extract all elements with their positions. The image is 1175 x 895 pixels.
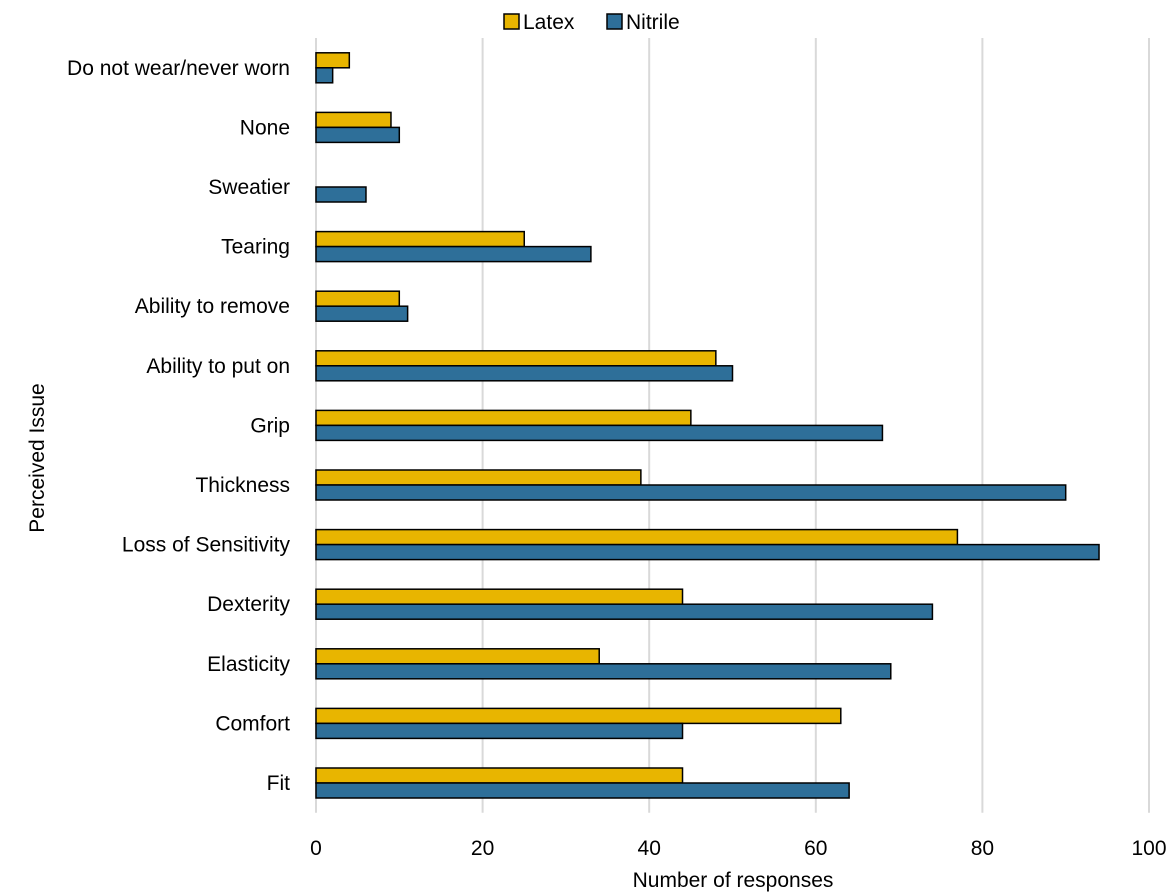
bar-latex [315, 350, 717, 367]
x-tick-label: 0 [310, 837, 322, 860]
category-label: Elasticity [207, 653, 290, 676]
category-label: None [240, 116, 290, 139]
category-label: Ability to remove [135, 295, 290, 318]
bar-nitrile [315, 424, 884, 442]
x-tick-labels: 0 20 40 60 80 100 [310, 837, 1166, 860]
bar-latex [315, 588, 684, 605]
bar-latex [315, 52, 351, 69]
y-axis-title: Perceived Issue [26, 383, 49, 532]
bar-nitrile [315, 67, 334, 84]
category-label: Comfort [215, 712, 290, 735]
legend-label-nitrile: Nitrile [626, 11, 680, 34]
category-labels: Do not wear/never worn None Sweatier Tearin… [67, 57, 290, 795]
bar-nitrile [315, 663, 892, 680]
bar-nitrile [315, 484, 1067, 501]
legend-swatch-latex [503, 13, 520, 30]
bar-latex [315, 469, 642, 486]
category-label: Do not wear/never worn [67, 57, 290, 80]
category-label: Tearing [221, 236, 290, 259]
x-tick-label: 80 [971, 837, 994, 860]
bar-latex [315, 528, 959, 546]
category-label: Fit [267, 772, 290, 795]
category-label: Grip [250, 414, 290, 437]
x-tick-label: 100 [1131, 837, 1166, 860]
x-tick-label: 40 [638, 837, 661, 860]
bar-nitrile [315, 543, 1100, 561]
category-label: Sweatier [208, 176, 290, 199]
bar-latex [315, 707, 842, 725]
x-axis-title: Number of responses [633, 869, 834, 892]
bar-nitrile [315, 245, 592, 263]
legend: Latex Nitrile [503, 11, 680, 34]
x-tick-label: 60 [804, 837, 827, 860]
bar-latex [315, 767, 684, 784]
x-tick-label: 20 [471, 837, 494, 860]
bar-nitrile [315, 782, 850, 799]
category-label: Ability to put on [146, 355, 290, 378]
legend-label-latex: Latex [523, 11, 575, 34]
bar-nitrile [315, 603, 934, 620]
category-label: Dexterity [207, 593, 290, 616]
bar-latex [315, 230, 525, 248]
bar-nitrile [315, 722, 684, 740]
bar-nitrile [315, 126, 401, 144]
bars [315, 52, 1100, 799]
bar-nitrile [315, 305, 409, 322]
bar-nitrile [315, 365, 734, 382]
bar-latex [315, 409, 692, 427]
bar-nitrile [315, 186, 367, 203]
legend-swatch-nitrile [606, 13, 623, 30]
category-label: Thickness [195, 474, 290, 497]
bar-latex [315, 648, 600, 665]
category-label: Loss of Sensitivity [122, 534, 291, 557]
bar-latex [315, 111, 392, 129]
bar-latex [315, 290, 401, 307]
